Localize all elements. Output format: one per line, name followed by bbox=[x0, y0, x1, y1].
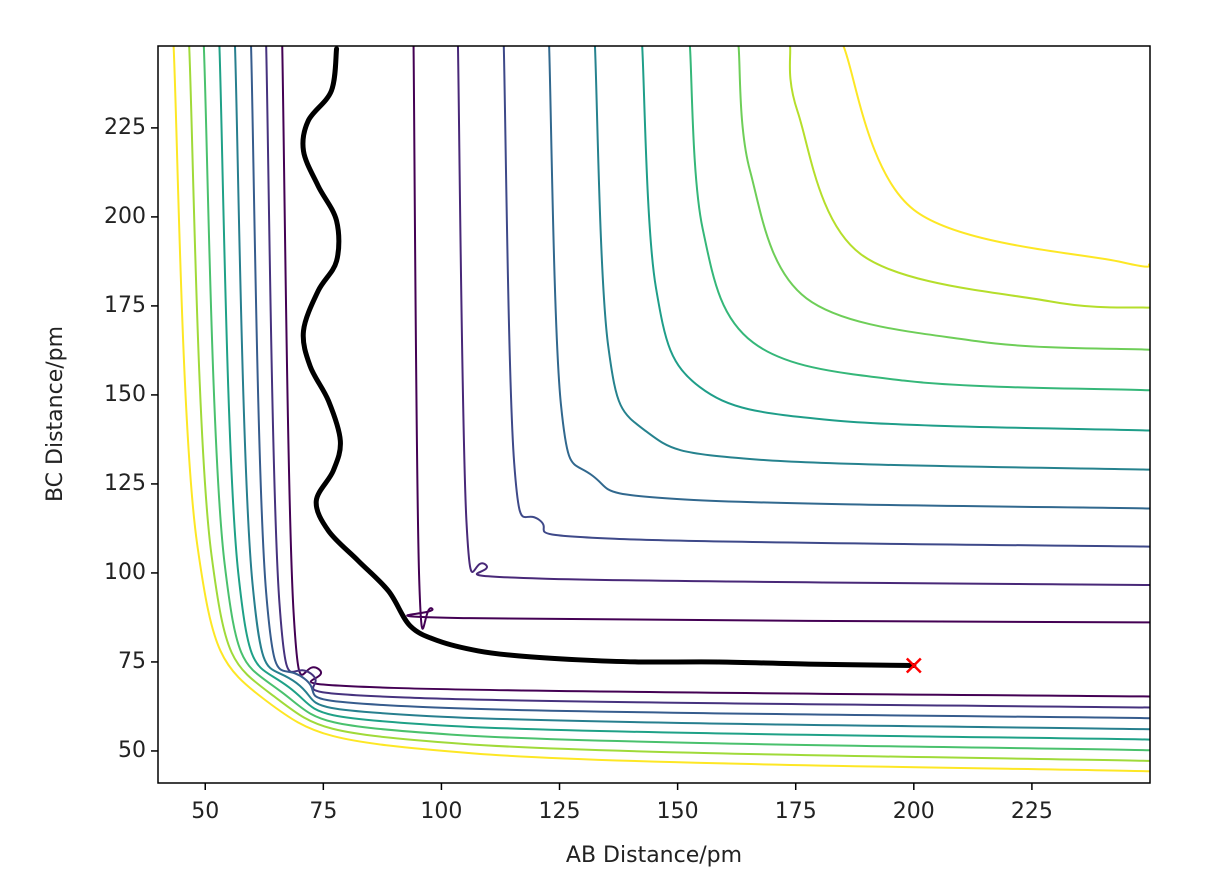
contour-line bbox=[172, 46, 1150, 773]
contour-line bbox=[281, 46, 1150, 698]
y-tick-label: 50 bbox=[118, 738, 146, 763]
contour-line bbox=[456, 46, 1150, 587]
contour-line bbox=[641, 46, 1150, 432]
x-tick-label: 175 bbox=[775, 799, 817, 824]
x-tick-label: 50 bbox=[191, 799, 219, 824]
contour-line bbox=[737, 46, 1150, 351]
contour-line bbox=[502, 46, 1150, 548]
y-tick-label: 125 bbox=[104, 471, 146, 496]
contour-line bbox=[218, 46, 1150, 741]
end-marker bbox=[905, 657, 922, 674]
contour-line bbox=[202, 46, 1150, 752]
y-axis-label: BC Distance/pm bbox=[43, 326, 68, 502]
x-tick-label: 75 bbox=[309, 799, 337, 824]
contour-line bbox=[265, 46, 1150, 709]
x-tick-label: 100 bbox=[420, 799, 462, 824]
axes-frame bbox=[157, 45, 1151, 784]
x-tick-label: 150 bbox=[657, 799, 699, 824]
contour-line bbox=[788, 46, 1150, 309]
x-tick-label: 200 bbox=[893, 799, 935, 824]
x-tick-label: 225 bbox=[1011, 799, 1053, 824]
contour-line bbox=[593, 46, 1150, 471]
contour-line bbox=[842, 46, 1150, 268]
y-tick-label: 225 bbox=[104, 115, 146, 140]
y-tick-label: 75 bbox=[118, 649, 146, 674]
contour-line bbox=[188, 46, 1150, 762]
y-tick-label: 175 bbox=[104, 293, 146, 318]
contour-line bbox=[548, 46, 1150, 510]
y-tick-label: 100 bbox=[104, 560, 146, 585]
y-tick-label: 200 bbox=[104, 204, 146, 229]
y-tick-label: 150 bbox=[104, 382, 146, 407]
contour-line bbox=[233, 46, 1150, 731]
plot-layer bbox=[172, 46, 1150, 773]
x-axis-label: AB Distance/pm bbox=[566, 843, 742, 868]
trajectory-line bbox=[300, 46, 917, 669]
contour-line bbox=[250, 46, 1150, 720]
contour-line bbox=[688, 46, 1150, 392]
x-tick-label: 125 bbox=[539, 799, 581, 824]
contour-line bbox=[406, 46, 1150, 630]
